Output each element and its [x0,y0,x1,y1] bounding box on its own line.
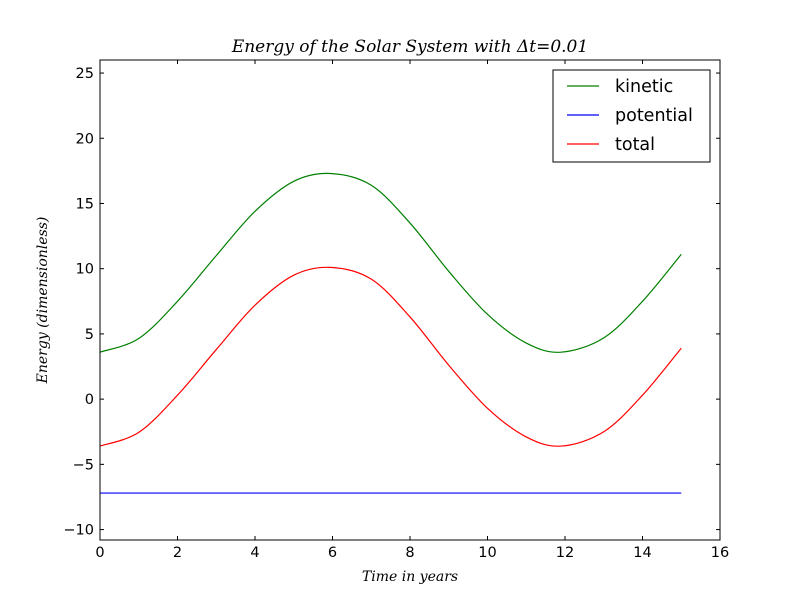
x-tick-label: 14 [633,545,651,561]
x-tick-label: 4 [250,545,259,561]
y-tick-label: 5 [85,327,94,343]
y-tick-label: 0 [85,392,94,408]
y-axis-label: Energy (dimensionless) [35,217,51,385]
x-tick-label: 6 [328,545,337,561]
legend-label-total: total [615,135,655,155]
chart-title: Energy of the Solar System with Δt=0.01 [231,37,588,57]
plot-frame [99,59,721,541]
y-tick-label: 15 [76,196,94,212]
x-tick-label: 0 [95,545,104,561]
legend-label-kinetic: kinetic [615,77,673,97]
x-tick-label: 10 [478,545,496,561]
x-tick-label: 8 [405,545,414,561]
y-tick-label: −10 [63,523,94,539]
x-tick-label: 16 [711,545,729,561]
series-line-kinetic [99,172,682,353]
x-tick-label: 2 [173,545,182,561]
series-line-total [99,266,682,447]
legend-label-potential: potential [615,106,693,126]
series-layer [99,172,682,494]
y-tick-label: −5 [73,457,94,473]
y-tick-label: 25 [76,66,94,82]
legend-box [552,69,711,163]
y-tick-label: 10 [76,262,94,278]
ticks-layer: 0 2 4 6 8 10 12 14 16 −10 −5 0 5 10 15 20 25 [63,60,729,561]
x-axis-label: Time in years [362,569,458,585]
legend: kinetic potential total [552,69,711,163]
x-tick-label: 12 [556,545,574,561]
y-tick-label: 20 [76,131,94,147]
